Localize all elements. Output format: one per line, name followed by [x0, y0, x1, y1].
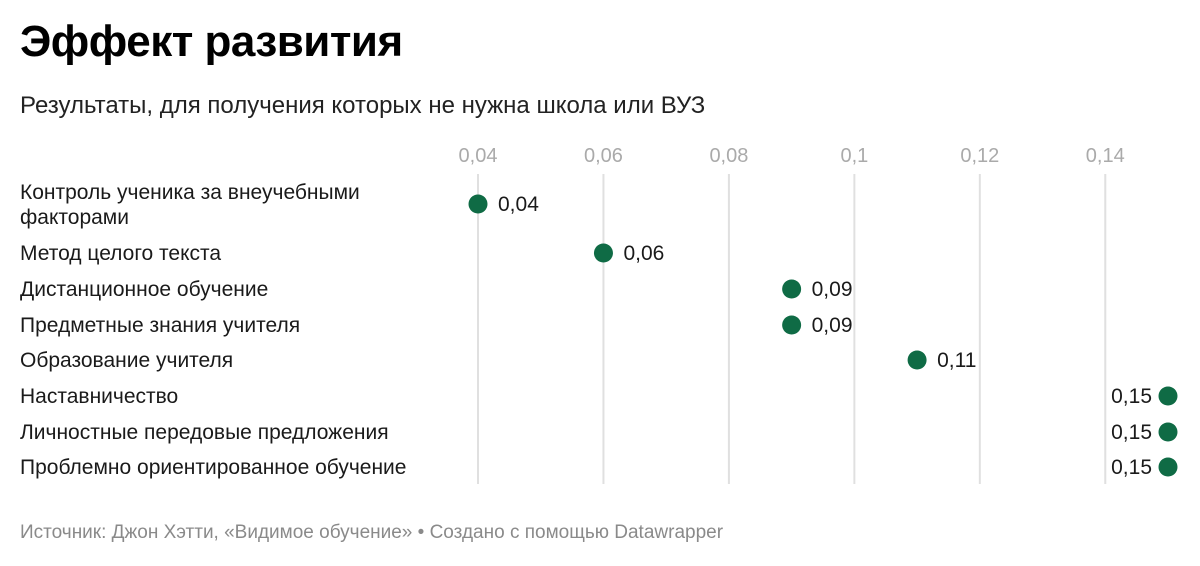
- category-label: Контроль ученика за внеучебными факторами: [20, 181, 360, 229]
- source-note: Источник: Джон Хэтти, «Видимое обучение»…: [20, 522, 724, 543]
- grid-lines: [477, 174, 1107, 484]
- data-points: [468, 194, 1178, 477]
- data-point: [593, 243, 613, 263]
- value-label: 0,04: [498, 193, 539, 216]
- x-tick-label: 0,14: [1086, 145, 1125, 167]
- category-label: Проблемно ориентированное обучение: [20, 456, 406, 479]
- data-point: [468, 194, 488, 214]
- category-label: Образование учителя: [20, 349, 233, 372]
- data-point: [1158, 386, 1178, 406]
- x-axis-tick-labels: 0,04 0,06 0,08 0,1 0,12 0,14: [459, 145, 1125, 167]
- value-label: 0,09: [812, 278, 853, 301]
- chart-title: Эффект развития: [20, 17, 403, 66]
- value-label: 0,15: [1111, 456, 1152, 479]
- x-tick-label: 0,12: [960, 145, 999, 167]
- data-point: [1158, 457, 1178, 477]
- category-label: Предметные знания учителя: [20, 314, 300, 337]
- value-label: 0,11: [937, 349, 976, 372]
- x-tick-label: 0,08: [709, 145, 748, 167]
- category-label: Метод целого текста: [20, 242, 221, 265]
- data-point: [782, 279, 802, 299]
- value-label: 0,15: [1111, 421, 1152, 444]
- x-tick-label: 0,1: [840, 145, 868, 167]
- data-point: [782, 315, 802, 335]
- category-label: Дистанционное обучение: [20, 278, 268, 301]
- category-labels: Контроль ученика за внеучебными факторами…: [20, 181, 406, 479]
- value-labels: 0,04 0,06 0,09 0,09 0,11 0,15 0,15 0,15: [498, 193, 1152, 479]
- data-point: [907, 350, 927, 370]
- value-label: 0,06: [623, 242, 664, 265]
- category-label: Наставничество: [20, 385, 178, 408]
- chart-subtitle: Результаты, для получения которых не нуж…: [20, 92, 706, 119]
- x-tick-label: 0,04: [459, 145, 498, 167]
- category-label: Личностные передовые предложения: [20, 421, 389, 444]
- value-label: 0,15: [1111, 385, 1152, 408]
- value-label: 0,09: [812, 314, 853, 337]
- data-point: [1158, 422, 1178, 442]
- x-tick-label: 0,06: [584, 145, 623, 167]
